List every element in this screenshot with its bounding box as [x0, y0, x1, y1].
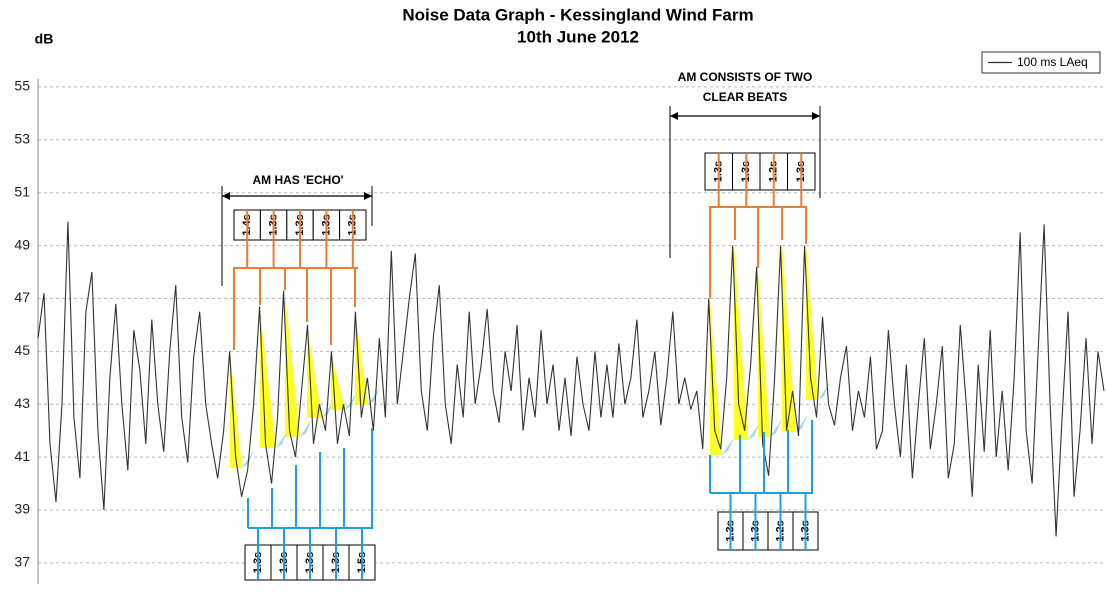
y-tick-label: 47: [14, 289, 30, 305]
shading: [734, 243, 748, 440]
arrow-head: [670, 112, 678, 120]
shading: [368, 387, 380, 405]
chart-title: Noise Data Graph - Kessingland Wind Farm: [402, 5, 753, 24]
y-tick-label: 45: [14, 342, 30, 358]
arrow-head: [364, 192, 372, 200]
y-tick-label: 37: [14, 554, 30, 570]
y-tick-label: 51: [14, 183, 30, 199]
y-tick-label: 53: [14, 131, 30, 147]
y-tick-label: 41: [14, 448, 30, 464]
y-tick-label: 43: [14, 395, 30, 411]
shading: [355, 312, 368, 405]
shading: [710, 299, 722, 455]
arrow-head: [812, 112, 820, 120]
shading: [242, 450, 254, 468]
annotation-text: CLEAR BEATS: [703, 90, 787, 104]
chart-subtitle: 10th June 2012: [517, 27, 639, 46]
y-tick-label: 49: [14, 236, 30, 252]
shading: [748, 422, 760, 440]
legend-label: 100 ms LAeq: [1017, 55, 1088, 69]
y-tick-label: 55: [14, 78, 30, 94]
data-line: [37, 221, 1105, 537]
shading: [300, 419, 312, 437]
shading: [770, 419, 782, 437]
legend-box: [981, 51, 1101, 74]
shading: [230, 351, 242, 468]
shading: [307, 324, 322, 418]
arrow-head: [222, 192, 230, 200]
shading: [806, 243, 818, 400]
annotation-text: AM HAS 'ECHO': [252, 173, 343, 187]
y-axis-label: dB: [35, 31, 54, 47]
annotation-text: AM CONSISTS OF TWO: [678, 70, 813, 84]
y-tick-label: 39: [14, 501, 30, 517]
shading: [722, 437, 734, 455]
